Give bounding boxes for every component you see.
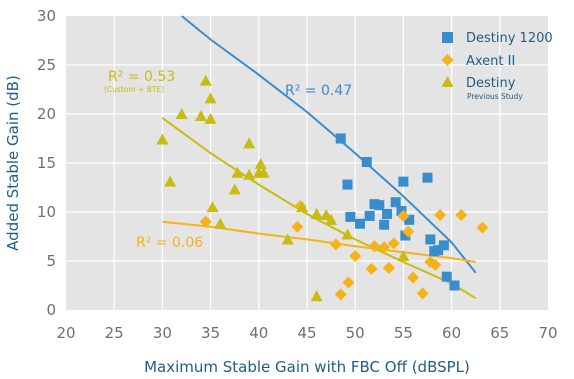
point-destiny [214, 217, 227, 229]
legend: Destiny 1200 Axent II Destiny Previous S… [441, 31, 553, 101]
point-axent-ii [455, 208, 468, 221]
point-destiny-1200 [433, 245, 444, 256]
point-destiny [206, 201, 219, 213]
point-destiny [231, 166, 244, 178]
point-destiny [243, 137, 256, 149]
point-destiny-1200 [449, 280, 460, 291]
y-tick-label: 10 [37, 203, 56, 221]
point-destiny-1200 [345, 211, 356, 222]
point-destiny [175, 108, 188, 119]
point-axent-ii [199, 215, 212, 228]
x-tick-label: 20 [56, 324, 75, 342]
point-destiny-1200 [425, 234, 436, 245]
point-axent-ii [334, 288, 347, 301]
point-destiny [204, 92, 217, 104]
legend-label-destiny-1200: Destiny 1200 [466, 31, 553, 46]
point-destiny-1200 [382, 208, 393, 219]
point-destiny-1200 [398, 176, 409, 187]
point-destiny-1200 [441, 271, 452, 282]
point-destiny-1200 [390, 197, 401, 208]
point-destiny [281, 233, 294, 245]
x-tick-label: 25 [105, 324, 124, 342]
point-destiny-1200 [364, 210, 375, 221]
y-tick-label: 25 [37, 56, 56, 74]
y-tick-label: 20 [37, 105, 56, 123]
x-tick-label: 65 [490, 324, 509, 342]
point-destiny [397, 250, 410, 262]
point-axent-ii [416, 287, 429, 300]
r2-destiny-sublabel: (Custom + BTE) [104, 85, 164, 94]
point-destiny [296, 201, 309, 213]
point-destiny [199, 74, 212, 86]
r2-destiny-1200-label: R² = 0.47 [285, 83, 352, 99]
legend-marker-destiny [441, 76, 454, 87]
point-destiny [243, 168, 256, 180]
x-tick-label: 60 [442, 324, 461, 342]
point-destiny-1200 [396, 206, 407, 217]
annotation-r2-destiny: R² = 0.53 (Custom + BTE) [104, 69, 175, 94]
point-destiny-1200 [422, 172, 433, 183]
legend-label-axent-ii: Axent II [466, 54, 515, 69]
point-destiny [325, 213, 338, 225]
point-axent-ii [397, 209, 410, 222]
point-destiny [310, 207, 323, 219]
point-destiny-1200 [404, 214, 415, 225]
point-destiny-1200 [361, 157, 372, 168]
point-axent-ii [429, 258, 442, 271]
r2-destiny-label: R² = 0.53 [108, 69, 175, 85]
point-destiny [310, 290, 323, 302]
point-destiny-1200 [374, 200, 385, 211]
point-axent-ii [329, 238, 342, 251]
y-tick-label: 30 [37, 7, 56, 25]
legend-marker-destiny-1200 [442, 32, 453, 43]
x-axis-ticks: 20 25 30 35 40 45 50 55 60 65 70 [56, 324, 557, 342]
x-axis-title: Maximum Stable Gain with FBC Off (dBSPL) [144, 358, 470, 376]
point-axent-ii [378, 241, 391, 254]
point-axent-ii [349, 250, 362, 263]
point-axent-ii [291, 220, 304, 233]
legend-sublabel-destiny: Previous Study [467, 92, 523, 101]
x-tick-label: 55 [394, 324, 413, 342]
y-axis-title: Added Stable Gain (dB) [4, 75, 22, 251]
point-axent-ii [402, 225, 415, 238]
x-tick-label: 70 [538, 324, 557, 342]
point-axent-ii [407, 271, 420, 284]
point-destiny-1200 [342, 179, 353, 190]
legend-marker-axent-ii [441, 54, 454, 66]
point-destiny-1200 [438, 240, 449, 251]
point-destiny [204, 112, 217, 124]
point-destiny [156, 133, 169, 145]
point-axent-ii [434, 208, 447, 221]
r2-axent-label: R² = 0.06 [136, 235, 203, 251]
point-destiny-1200 [400, 230, 411, 241]
point-destiny-1200 [379, 219, 390, 230]
point-axent-ii [387, 237, 400, 250]
point-axent-ii [476, 221, 489, 234]
point-axent-ii [365, 262, 378, 275]
point-destiny [228, 183, 241, 195]
x-tick-label: 40 [249, 324, 268, 342]
y-tick-label: 0 [46, 301, 56, 319]
point-destiny [257, 166, 270, 178]
legend-label-destiny: Destiny [466, 76, 516, 91]
point-destiny [254, 157, 267, 169]
point-destiny-1200 [355, 218, 366, 229]
point-axent-ii [382, 261, 395, 274]
x-tick-label: 50 [346, 324, 365, 342]
data-points [156, 74, 489, 302]
point-destiny [341, 228, 354, 240]
point-destiny-1200 [335, 133, 346, 144]
x-tick-label: 35 [201, 324, 220, 342]
y-axis-ticks: 0 5 10 15 20 25 30 [37, 7, 56, 319]
point-destiny [164, 175, 177, 187]
point-destiny [194, 109, 207, 121]
y-tick-label: 5 [46, 252, 56, 270]
x-tick-label: 45 [297, 324, 316, 342]
trendline-destiny-1200 [181, 15, 477, 274]
y-tick-label: 15 [37, 154, 56, 172]
point-axent-ii [342, 276, 355, 289]
point-axent-ii [368, 240, 381, 253]
x-tick-label: 30 [153, 324, 172, 342]
